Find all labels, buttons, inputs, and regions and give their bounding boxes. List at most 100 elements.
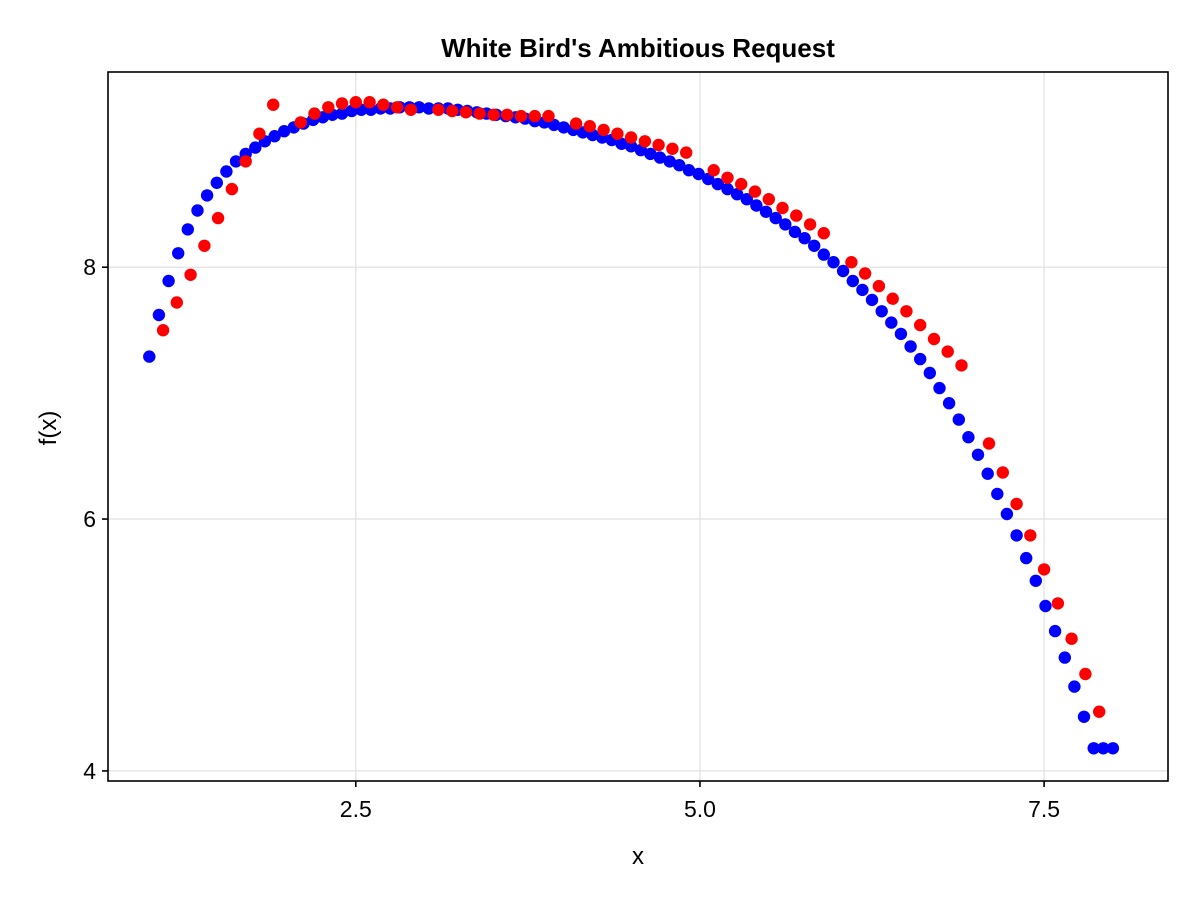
data-point (858, 267, 872, 280)
data-point (885, 316, 898, 329)
data-point (1019, 551, 1033, 565)
data-point (200, 189, 214, 202)
data-point (653, 151, 667, 164)
data-point (267, 98, 280, 111)
data-point (769, 211, 782, 225)
data-point (900, 305, 913, 318)
data-point (865, 293, 879, 307)
data-point (156, 324, 170, 337)
data-point (377, 98, 390, 111)
data-point (611, 127, 624, 140)
data-point (923, 366, 936, 380)
data-point (971, 448, 985, 461)
data-point (808, 239, 821, 252)
data-point (803, 218, 817, 231)
data-point (569, 117, 583, 130)
data-point (1058, 651, 1072, 664)
data-point (856, 283, 869, 297)
x-tick-label: 2.5 (340, 796, 372, 822)
data-point (1010, 529, 1023, 542)
data-point (170, 296, 183, 309)
x-tick-label: 7.5 (1028, 796, 1060, 822)
data-point (615, 137, 628, 150)
plot-area (143, 96, 1120, 755)
data-point (735, 177, 748, 191)
data-point (730, 188, 744, 201)
data-point (996, 466, 1009, 479)
data-point (624, 140, 638, 153)
data-point (191, 204, 204, 217)
data-point (210, 176, 223, 189)
data-point (363, 96, 376, 109)
data-point (294, 116, 307, 129)
data-point (962, 431, 975, 444)
data-point (894, 327, 908, 341)
data-point (914, 318, 927, 332)
data-point (322, 101, 335, 114)
data-point (432, 103, 445, 117)
data-point (597, 123, 610, 137)
data-point (638, 135, 652, 148)
data-point (172, 247, 185, 260)
data-point (1037, 563, 1051, 576)
data-point (707, 164, 720, 177)
data-point (583, 120, 596, 133)
data-point (198, 239, 211, 252)
data-point (652, 138, 665, 152)
data-point (501, 108, 514, 122)
data-point (673, 159, 686, 172)
data-point (459, 106, 473, 119)
data-point (798, 232, 811, 245)
data-point (904, 340, 917, 353)
data-point (872, 279, 886, 293)
data-point (349, 96, 362, 109)
series-2 (156, 96, 1106, 718)
data-point (1097, 742, 1110, 755)
data-point (779, 218, 792, 231)
data-point (390, 101, 404, 114)
data-point (991, 487, 1004, 501)
data-point (542, 109, 555, 123)
data-point (846, 274, 859, 288)
data-point (750, 199, 763, 212)
data-point (1024, 529, 1037, 542)
data-point (955, 359, 968, 372)
data-point (278, 125, 291, 138)
chart-title: White Bird's Ambitious Request (441, 33, 835, 63)
data-point (152, 308, 166, 322)
x-tick-label: 5.0 (684, 796, 716, 822)
data-point (1029, 574, 1043, 587)
data-point (514, 109, 528, 123)
data-point (422, 102, 435, 115)
data-point (827, 256, 840, 269)
data-point (1048, 624, 1062, 638)
data-point (487, 108, 500, 122)
data-point (692, 167, 705, 181)
plot-frame (107, 71, 1169, 782)
data-point (404, 103, 418, 117)
data-point (1065, 632, 1078, 645)
data-point (776, 201, 789, 215)
data-point (1087, 742, 1100, 755)
data-point (666, 142, 679, 155)
data-point (1106, 742, 1120, 755)
data-point (211, 211, 225, 225)
data-point (1000, 507, 1014, 521)
data-point (308, 107, 321, 120)
data-point (225, 182, 239, 196)
data-point (1039, 599, 1052, 613)
data-point (1010, 497, 1023, 511)
data-point (644, 147, 657, 161)
y-tick-label: 4 (83, 758, 96, 784)
data-point (817, 227, 830, 240)
data-point (181, 223, 194, 236)
data-point (682, 164, 696, 177)
data-point (981, 467, 994, 480)
data-point (557, 121, 570, 134)
data-point (933, 381, 946, 395)
data-point (143, 350, 156, 363)
data-point (446, 104, 459, 118)
data-point (680, 146, 693, 159)
